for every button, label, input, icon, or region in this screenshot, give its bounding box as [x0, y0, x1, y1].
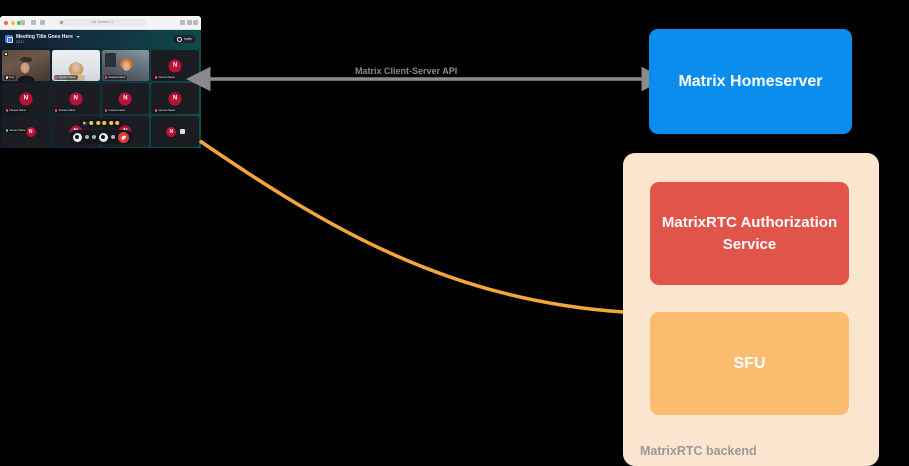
participant-name: Camera Name	[108, 75, 126, 79]
microphone-icon	[5, 75, 8, 79]
participant-name-badge: Camera Name	[53, 107, 78, 113]
microphone-icon[interactable]	[72, 132, 82, 142]
call-header: Meeting Title Goes Here 23:17 Invite	[0, 30, 201, 48]
participant-name-badge: Camera Name	[103, 74, 128, 80]
sfu-box[interactable]: SFU	[650, 312, 849, 415]
browser-window: call.element.io Meeting Title Goes Here …	[0, 16, 201, 148]
video-tile[interactable]: N Camera Name	[51, 83, 100, 114]
authorization-service-label: MatrixRTC Authorization Service	[661, 213, 838, 253]
close-window-button[interactable]	[4, 20, 8, 25]
microphone-muted-icon	[154, 75, 157, 79]
browser-chrome: call.element.io	[0, 16, 201, 30]
reaction-emoji[interactable]	[89, 121, 94, 125]
backend-label: MatrixRTC backend	[640, 444, 757, 458]
pin-icon[interactable]	[4, 52, 8, 56]
video-tile[interactable]: N Camera Name	[101, 83, 150, 114]
video-tile[interactable]: N Camera Name	[151, 50, 199, 81]
homeserver-box[interactable]: Matrix Homeserver	[649, 29, 852, 134]
avatar: N	[168, 59, 182, 72]
forward-arrow-icon[interactable]	[40, 20, 45, 25]
participant-name: Screen Share	[9, 129, 26, 133]
participant-name-badge: Camera Name	[4, 107, 28, 113]
rtc-connector-curve	[199, 139, 624, 314]
microphone-muted-icon	[105, 75, 107, 79]
video-tile[interactable]: N	[151, 116, 199, 147]
microphone-muted-icon	[5, 108, 8, 112]
share-screen-icon[interactable]	[110, 135, 115, 139]
video-tile[interactable]: Trey	[2, 50, 50, 81]
sidebar-toggle-icon[interactable]	[20, 20, 25, 25]
user-plus-icon	[176, 36, 182, 42]
more-options-icon[interactable]	[84, 135, 89, 139]
reaction-bar[interactable]	[78, 119, 123, 127]
element-logo-icon	[5, 34, 13, 43]
avatar: N	[168, 92, 182, 105]
screen-share-icon	[5, 129, 8, 132]
authorization-service-box[interactable]: MatrixRTC Authorization Service	[650, 182, 849, 285]
video-tile[interactable]: Camera Name	[51, 50, 100, 81]
avatar: N	[118, 92, 132, 105]
chevron-down-icon[interactable]	[76, 35, 80, 38]
minimize-window-button[interactable]	[10, 20, 15, 25]
participant-name: Camera Name	[58, 75, 76, 79]
meeting-timer: 23:17	[16, 40, 25, 44]
participant-name: Camera Name	[9, 108, 26, 112]
avatar: N	[19, 92, 33, 105]
participant-name-badge: Camera Name	[53, 74, 78, 80]
window-traffic-lights[interactable]	[4, 20, 21, 25]
tabs-overview-icon[interactable]	[193, 20, 198, 25]
camera-icon[interactable]	[98, 132, 108, 142]
participant-name-badge: Camera Name	[153, 107, 178, 113]
participant-name-badge: Trey	[4, 74, 17, 80]
meeting-title: Meeting Title Goes Here	[16, 33, 73, 40]
zoom-window-button[interactable]	[17, 20, 21, 25]
reaction-emoji[interactable]	[95, 121, 100, 125]
settings-icon[interactable]	[91, 135, 96, 139]
invite-button-label: Invite	[183, 37, 192, 41]
video-tile[interactable]: N Camera Name	[151, 83, 199, 114]
api-link-label: Matrix Client-Server API	[355, 66, 458, 76]
reaction-emoji[interactable]	[102, 121, 107, 125]
participant-name-badge: Camera Name	[153, 74, 178, 80]
hangup-icon[interactable]	[117, 131, 129, 143]
homeserver-label: Matrix Homeserver	[678, 72, 823, 90]
avatar: N	[69, 92, 83, 105]
video-tile[interactable]: N Camera Name	[2, 83, 50, 114]
share-icon[interactable]	[180, 20, 185, 25]
participant-name: Camera Name	[58, 108, 76, 112]
address-bar-text: call.element.io	[91, 20, 113, 24]
video-grid: Trey Camera Name Camera Name N	[0, 48, 201, 148]
participant-name: Camera Name	[108, 108, 126, 112]
participant-name: Camera Name	[158, 108, 176, 112]
video-tile[interactable]: N Screen Share	[2, 116, 50, 147]
participant-name: Trey	[9, 75, 15, 79]
back-arrow-icon[interactable]	[31, 20, 36, 25]
address-bar[interactable]: call.element.io	[57, 19, 147, 26]
participant-name-badge: Screen Share	[4, 128, 28, 133]
avatar: N	[25, 126, 36, 137]
microphone-muted-icon	[55, 108, 58, 112]
lock-icon	[60, 21, 63, 24]
call-control-bar[interactable]	[68, 130, 133, 144]
new-tab-icon[interactable]	[187, 20, 192, 25]
invite-button[interactable]: Invite	[172, 35, 196, 43]
microphone-muted-icon	[154, 108, 157, 112]
participant-name: Camera Name	[158, 75, 176, 79]
participant-name-badge: Camera Name	[103, 107, 128, 113]
reaction-emoji[interactable]	[108, 121, 113, 125]
video-tile[interactable]: Camera Name	[101, 50, 150, 81]
sfu-label: SFU	[733, 354, 766, 372]
avatar: N	[166, 126, 177, 137]
microphone-muted-icon	[55, 75, 58, 79]
emoji-picker-icon[interactable]	[81, 120, 87, 126]
reaction-emoji[interactable]	[115, 121, 120, 125]
screen-share-icon	[179, 129, 185, 135]
microphone-muted-icon	[105, 108, 107, 112]
